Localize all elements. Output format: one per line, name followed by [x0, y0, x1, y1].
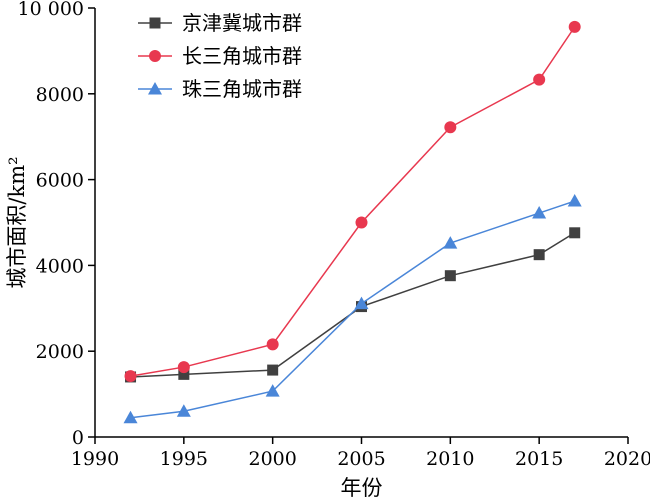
series-1-point: [444, 270, 456, 282]
legend-label: 珠三角城市群: [182, 77, 302, 101]
series-2: [124, 20, 581, 383]
y-axis-title: 城市面积/km²: [5, 156, 29, 288]
series-3-point: [123, 410, 138, 424]
x-tick-label: 2005: [337, 448, 385, 470]
y-tick-label: 2000: [36, 341, 84, 363]
x-tick-label: 1995: [160, 448, 208, 470]
series-3-point: [265, 384, 280, 397]
series-1-point: [533, 249, 545, 261]
legend-marker: [148, 82, 162, 95]
series-2-point: [533, 73, 546, 86]
series-1-point: [178, 368, 190, 380]
series-2-point: [177, 361, 190, 374]
legend-item-2: 长三角城市群: [138, 44, 302, 68]
x-tick-label: 2000: [248, 448, 296, 470]
axes: 1990 1995 2000 2005 2010 2015 2020 0 2000 4000 600…: [18, 0, 650, 470]
y-tick-label: 4000: [36, 255, 84, 277]
series-2-point: [355, 216, 368, 229]
x-tick-label: 1990: [71, 448, 119, 470]
x-axis-title: 年份: [341, 476, 383, 500]
x-tick-label: 2010: [426, 448, 474, 470]
series-3-point: [532, 206, 547, 219]
legend-marker: [149, 50, 161, 62]
series-3-point: [567, 194, 582, 207]
y-tick-label: 10 000: [18, 0, 84, 20]
series-3-point: [354, 296, 369, 310]
series-layer: [123, 20, 582, 424]
series-3-point: [443, 236, 458, 249]
series-2-point: [266, 338, 279, 351]
legend-item-3: 珠三角城市群: [138, 77, 302, 101]
series-3-point: [176, 404, 191, 417]
x-tick-label: 2020: [604, 448, 650, 470]
series-2-point: [568, 20, 581, 33]
series-2-point: [124, 370, 137, 383]
legend-label: 京津冀城市群: [182, 11, 302, 35]
legend-marker: [149, 17, 161, 29]
series-3: [123, 194, 582, 424]
legend-label: 长三角城市群: [182, 44, 302, 68]
y-tick-label: 0: [72, 427, 84, 449]
y-tick-label: 8000: [36, 84, 84, 106]
y-tick-label: 6000: [36, 170, 84, 192]
series-1-line: [130, 232, 576, 378]
legend-item-1: 京津冀城市群: [138, 11, 302, 35]
series-1-point: [267, 364, 279, 376]
x-tick-label: 2015: [515, 448, 563, 470]
series-2-point: [444, 121, 457, 134]
series-1-point: [569, 227, 581, 239]
series-1: [125, 227, 581, 383]
